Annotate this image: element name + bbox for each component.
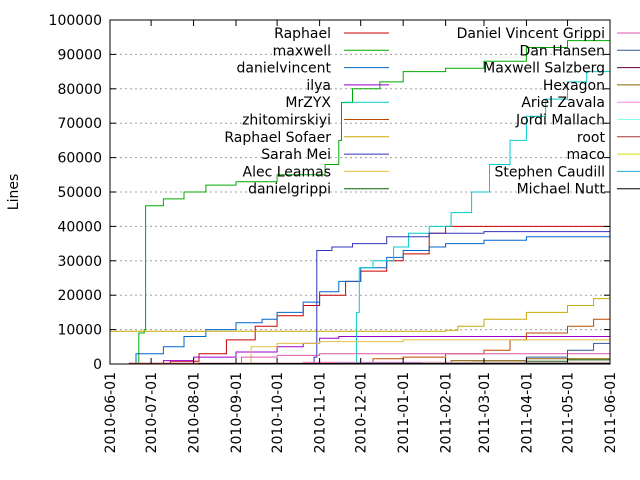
series-line-danielvincent	[110, 236, 610, 365]
y-tick-label-0: 0	[93, 357, 102, 373]
y-tick-label-2: 20000	[57, 288, 102, 304]
x-tick-label-12: 2011-06-01	[603, 372, 619, 453]
series-line-zhitomirskiyi	[110, 317, 611, 365]
legend-label-3: ilya	[306, 78, 331, 94]
y-tick-label-8: 80000	[57, 82, 102, 98]
legend-label-19: Michael Nutt	[517, 182, 606, 198]
legend-label-11: Dan Hansen	[520, 43, 605, 59]
legend-label-14: Ariel Zavala	[521, 95, 605, 111]
y-tick-label-6: 60000	[57, 151, 102, 167]
legend-label-16: root	[577, 130, 606, 146]
series-line-ilya	[110, 336, 610, 365]
y-tick-label-5: 50000	[57, 185, 102, 201]
legend-label-10: Daniel Vincent Grippi	[457, 26, 605, 42]
y-tick-label-10: 100000	[49, 13, 102, 29]
legend-label-9: danielgrippi	[248, 182, 331, 198]
y-axis-label: Lines	[6, 174, 22, 210]
x-tick-label-4: 2010-10-01	[270, 372, 286, 453]
series-line-mrzyx	[110, 61, 611, 365]
y-tick-label-4: 40000	[57, 219, 102, 235]
legend-label-1: maxwell	[273, 43, 331, 59]
legend-label-17: maco	[567, 147, 605, 163]
legend-label-8: Alec Leamas	[243, 164, 331, 180]
series-line-raphael-sofaer	[110, 295, 611, 332]
legend-label-4: MrZYX	[285, 95, 331, 111]
y-tick-label-3: 30000	[57, 254, 102, 270]
series-line-dan-hansen	[110, 336, 611, 365]
x-tick-label-5: 2010-11-01	[313, 372, 329, 453]
legend-label-13: Hexagon	[543, 78, 605, 94]
series-line-raphael	[110, 225, 610, 365]
x-tick-label-0: 2010-06-01	[103, 372, 119, 453]
x-tick-label-11: 2011-05-01	[561, 372, 577, 453]
x-tick-label-2: 2010-08-01	[187, 372, 203, 453]
series-layer	[110, 37, 611, 365]
series-line-maxwell	[110, 37, 611, 365]
x-tick-label-3: 2010-09-01	[229, 372, 245, 453]
x-tick-label-7: 2011-01-01	[396, 372, 412, 453]
x-tick-label-10: 2011-04-01	[519, 372, 535, 453]
legend-label-7: Sarah Mei	[261, 147, 331, 163]
y-tick-label-7: 70000	[57, 116, 102, 132]
y-axis: 0 10000 20000 30000 40000 50000 60000 70000 8000…	[49, 13, 610, 373]
x-tick-label-8: 2011-02-01	[439, 372, 455, 453]
legend-label-6: Raphael Sofaer	[224, 130, 331, 146]
legend-label-0: Raphael	[274, 26, 331, 42]
legend-label-2: danielvincent	[237, 61, 332, 77]
x-tick-label-9: 2011-03-01	[477, 372, 493, 453]
x-tick-label-6: 2010-12-01	[354, 372, 370, 453]
legend-label-12: Maxwell Salzberg	[483, 61, 605, 77]
series-line-sarah-mei	[110, 229, 611, 365]
x-tick-label-1: 2010-07-01	[144, 372, 160, 453]
y-tick-label-9: 90000	[57, 47, 102, 63]
legend-label-18: Stephen Caudill	[495, 164, 605, 180]
x-axis: 2010-06-01 2010-07-01 2010-08-01 2010-09-01…	[103, 20, 619, 453]
legend-label-15: Jordi Mallach	[515, 113, 605, 129]
y-tick-label-1: 10000	[57, 323, 102, 339]
legend-label-5: zhitomirskiyi	[242, 113, 331, 129]
